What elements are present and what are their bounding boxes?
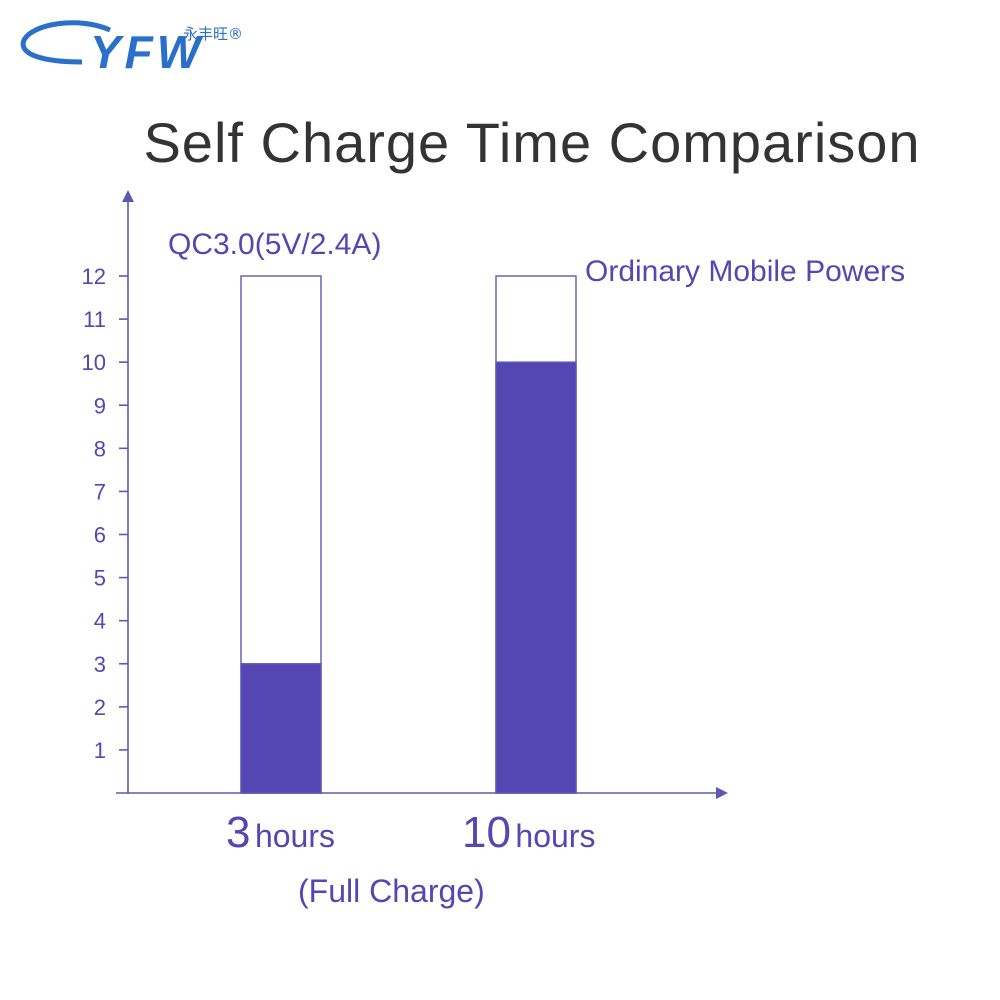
brand-logo: YFW 永丰旺®	[18, 10, 243, 72]
category-number: 3	[226, 808, 251, 857]
category-unit: hours	[254, 818, 335, 854]
bar	[495, 361, 577, 794]
y-tick-label: 7	[94, 479, 106, 504]
y-tick-label: 3	[94, 652, 106, 677]
category-unit: hours	[515, 818, 596, 854]
category-note: (Full Charge)	[298, 873, 485, 909]
logo-text: YFW	[90, 26, 204, 72]
y-tick-label: 1	[94, 738, 106, 763]
y-tick-label: 2	[94, 695, 106, 720]
x-axis-arrow	[716, 787, 728, 799]
y-tick-label: 12	[82, 264, 106, 289]
y-tick-label: 9	[94, 393, 106, 418]
category-label: 10 hours	[462, 808, 595, 858]
y-tick-label: 6	[94, 523, 106, 548]
chart-title: Self Charge Time Comparison	[143, 111, 921, 174]
yfw-logo-mark: YFW	[20, 20, 204, 72]
y-axis-arrow	[122, 190, 134, 202]
y-tick-label: 5	[94, 566, 106, 591]
y-tick-label: 11	[83, 307, 106, 332]
y-tick-label: 10	[82, 350, 106, 375]
y-tick-label: 4	[94, 609, 106, 634]
series-label-qc: QC3.0(5V/2.4A)	[168, 228, 382, 261]
y-tick-label: 8	[94, 436, 106, 461]
category-number: 10	[462, 808, 511, 857]
logo-subtext: 永丰旺®	[183, 25, 244, 43]
category-label: 3 hours	[226, 808, 335, 858]
bar	[240, 663, 322, 794]
series-label-ordinary: Ordinary Mobile Powers	[585, 255, 906, 288]
